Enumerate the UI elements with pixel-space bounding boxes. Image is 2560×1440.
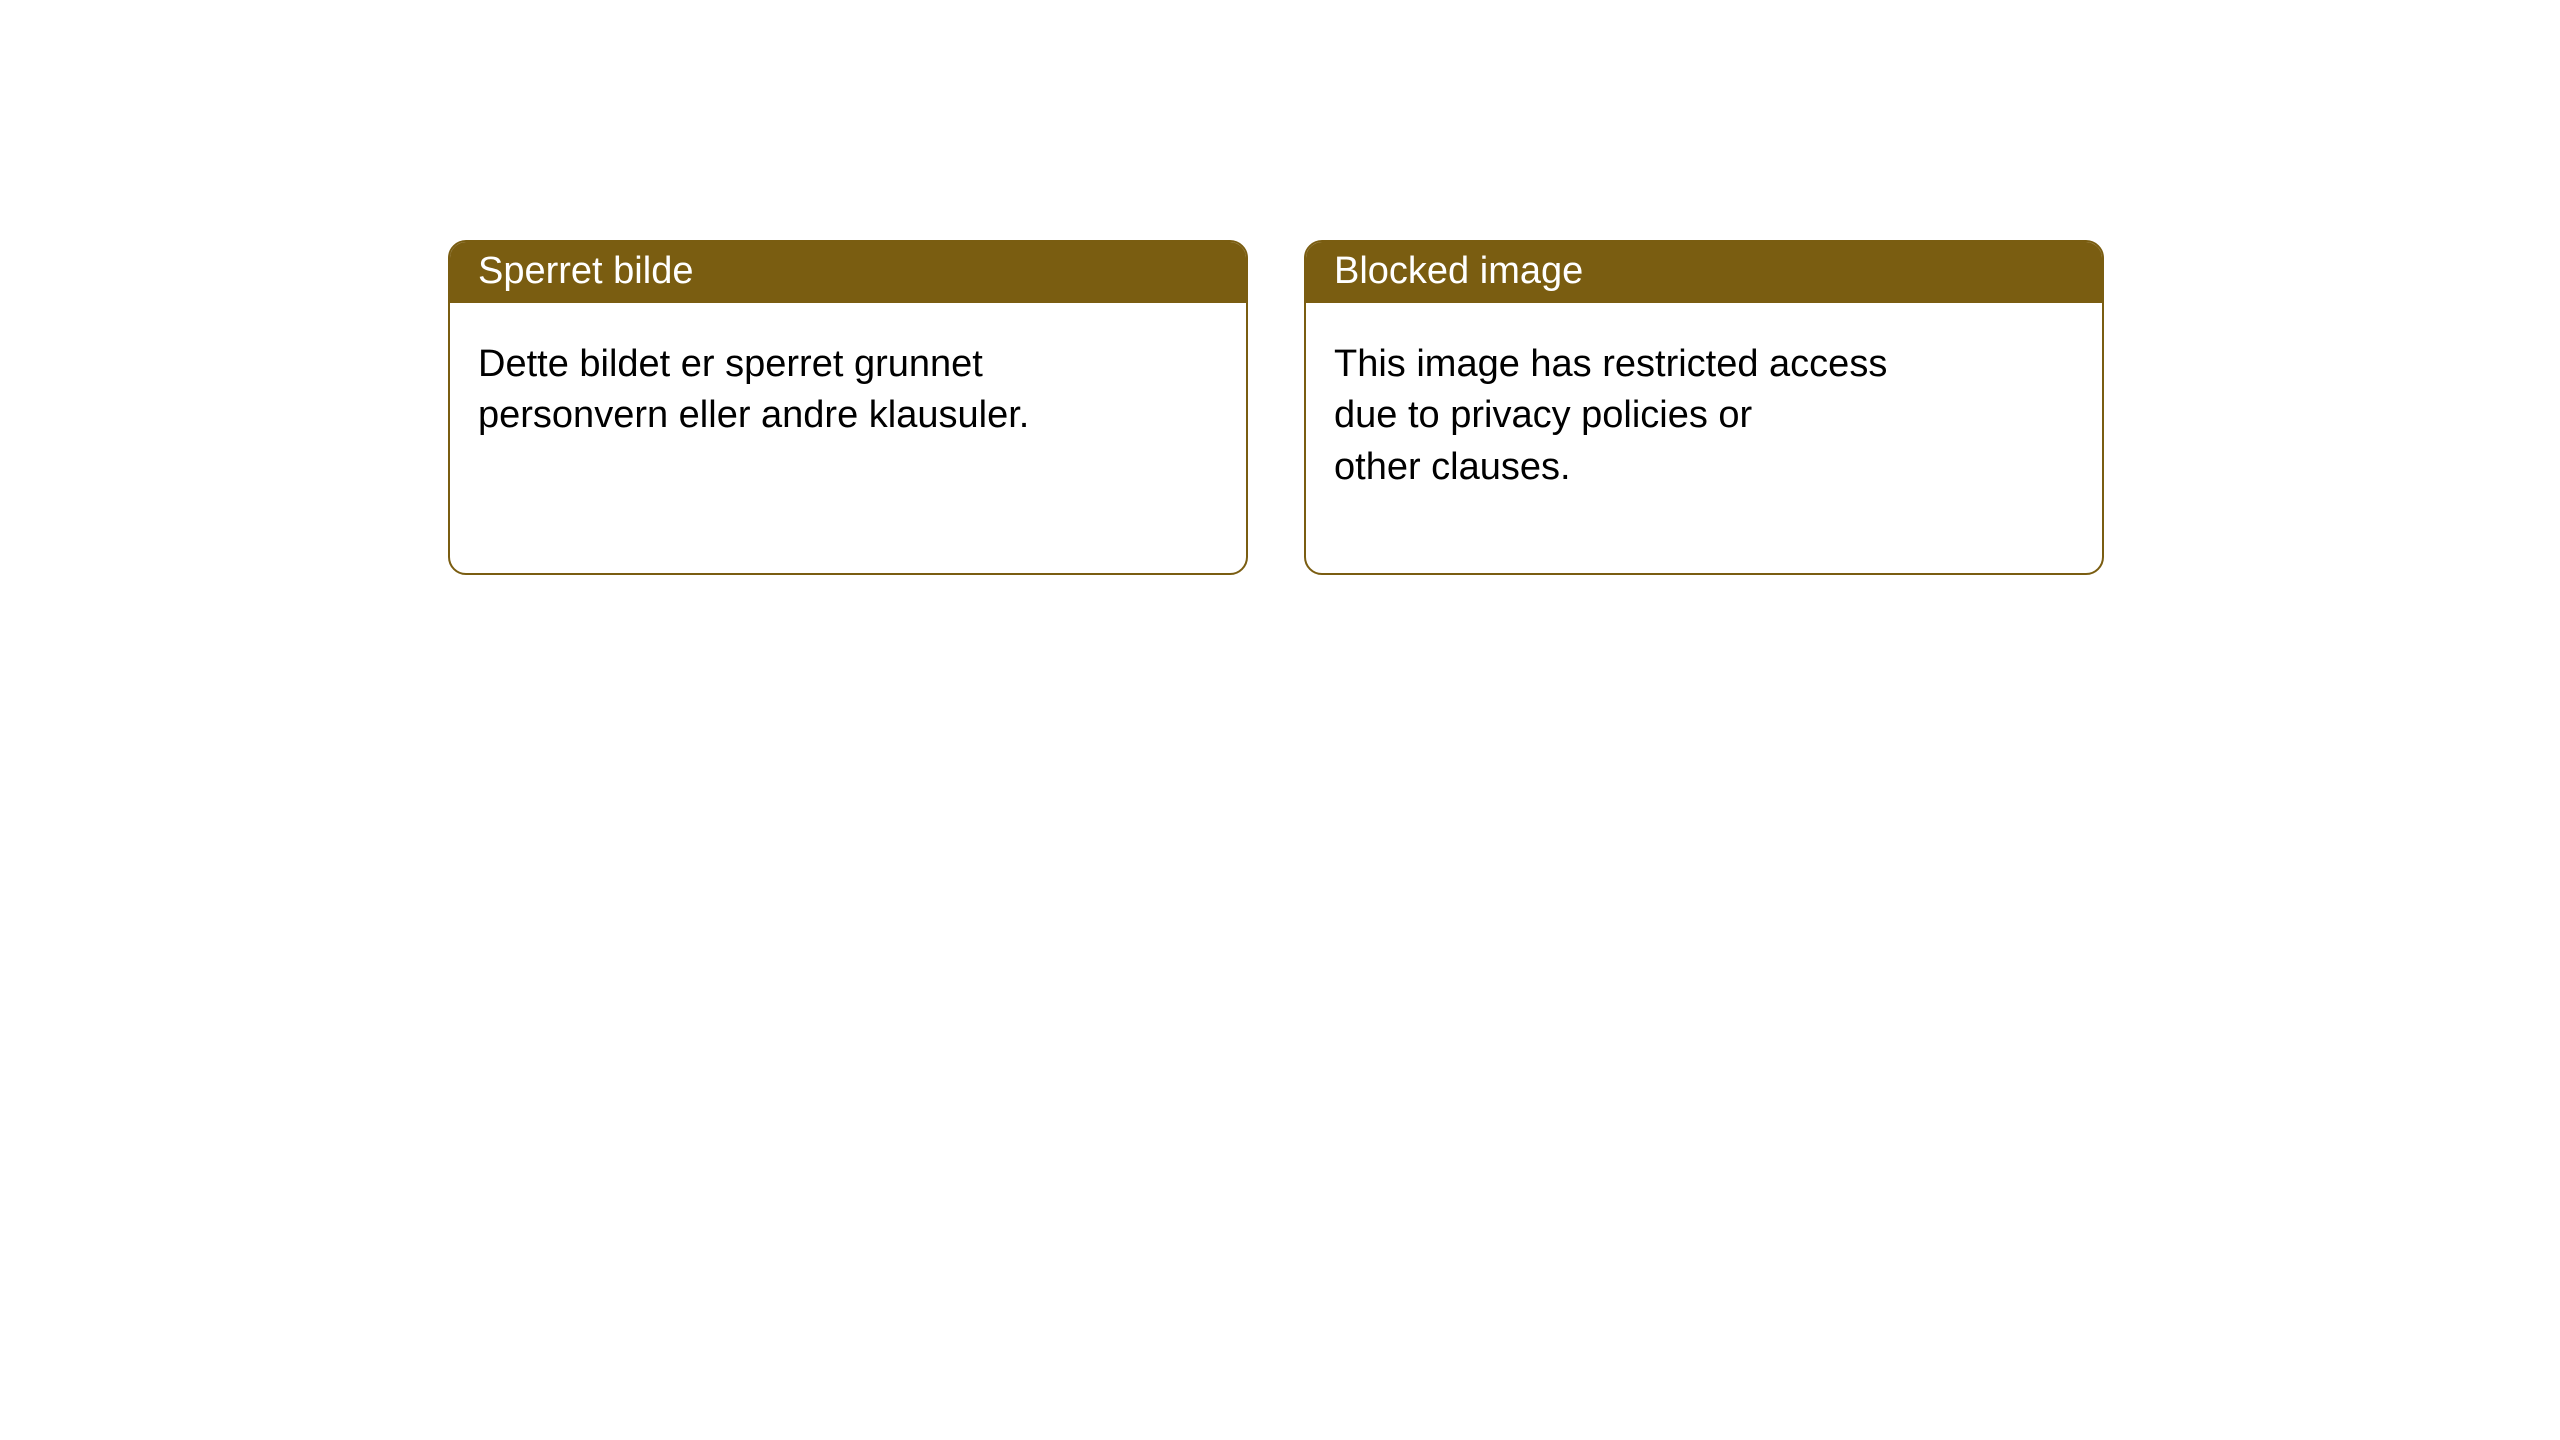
notice-cards-container: Sperret bilde Dette bildet er sperret gr… bbox=[448, 240, 2104, 575]
notice-card-norwegian: Sperret bilde Dette bildet er sperret gr… bbox=[448, 240, 1248, 575]
notice-title: Sperret bilde bbox=[450, 242, 1246, 303]
notice-title: Blocked image bbox=[1306, 242, 2102, 303]
notice-body: This image has restricted access due to … bbox=[1306, 303, 2102, 573]
notice-body: Dette bildet er sperret grunnet personve… bbox=[450, 303, 1246, 522]
notice-card-english: Blocked image This image has restricted … bbox=[1304, 240, 2104, 575]
